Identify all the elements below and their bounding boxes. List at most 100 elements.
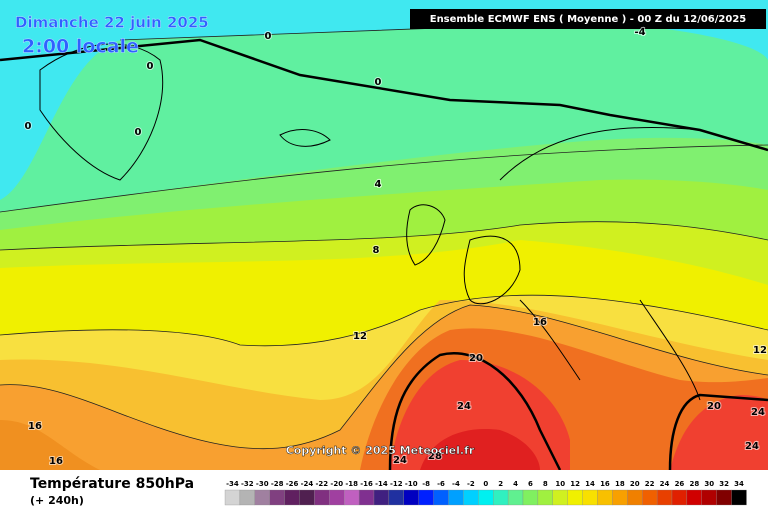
map-band <box>0 420 100 470</box>
legend-label: 14 <box>585 480 595 488</box>
contour-label: 0 <box>265 31 272 42</box>
legend-swatch <box>507 489 524 506</box>
legend-label: -22 <box>316 480 329 488</box>
legend-swatch <box>403 489 419 506</box>
legend-swatch <box>388 489 404 506</box>
legend-label: -20 <box>330 480 343 488</box>
contour-label: 0 <box>147 61 154 72</box>
legend-label: 34 <box>734 480 744 488</box>
legend-swatch <box>582 489 598 506</box>
legend-swatch <box>284 489 300 506</box>
legend-label: 30 <box>704 480 714 488</box>
legend-swatch <box>731 489 747 506</box>
coastline <box>39 43 768 401</box>
legend-swatch <box>567 489 583 506</box>
legend-swatch <box>463 489 479 506</box>
legend-swatch <box>493 489 509 506</box>
legend-label: 0 <box>483 480 488 488</box>
contour-label: 8 <box>373 245 380 256</box>
map-band <box>420 429 540 470</box>
legend-swatch <box>627 489 643 506</box>
legend-swatch <box>358 489 375 506</box>
legend-swatch <box>522 489 539 506</box>
legend-swatch <box>716 489 732 506</box>
legend-label: 6 <box>528 480 533 488</box>
contour-label: 24 <box>393 455 407 466</box>
legend-swatch <box>552 489 568 506</box>
legend-label: 16 <box>600 480 610 488</box>
legend-label: -34 <box>226 480 239 488</box>
contour-label: 16 <box>28 421 42 432</box>
contour-label: 20 <box>707 401 721 412</box>
contour-label: 16 <box>533 317 547 328</box>
legend-label: -10 <box>405 480 418 488</box>
legend: -34 -32 -30 -28 -26 -24 -22 -20 -18 -16 -14 -12 -10-… <box>224 480 747 506</box>
legend-label: -26 <box>286 480 299 488</box>
legend-label: 32 <box>719 480 729 488</box>
contour-label: 24 <box>745 441 759 452</box>
legend-swatch <box>254 489 270 506</box>
contour-label: 24 <box>751 407 765 418</box>
contour-label: 12 <box>353 331 367 342</box>
legend-label: 10 <box>555 480 565 488</box>
legend-label: 22 <box>645 480 655 488</box>
legend-swatch <box>686 489 702 506</box>
legend-label: -8 <box>422 480 430 488</box>
legend-label: -4 <box>452 480 460 488</box>
forecast-date: Dimanche 22 juin 2025 <box>15 14 209 32</box>
legend-swatch <box>656 489 673 506</box>
footer-lead: (+ 240h) <box>30 494 84 507</box>
contour-label: 20 <box>469 353 483 364</box>
footer-title: Température 850hPa <box>30 476 194 492</box>
legend-swatch <box>329 489 345 506</box>
contour-label: 12 <box>753 345 767 356</box>
contour-label: 0 <box>25 121 32 132</box>
legend-swatch <box>448 489 464 506</box>
contour-label: 28 <box>428 451 442 462</box>
legend-label: 4 <box>513 480 518 488</box>
legend-swatch <box>344 489 360 506</box>
legend-swatch <box>642 489 658 506</box>
legend-label: -12 <box>390 480 403 488</box>
legend-label: -24 <box>301 480 314 488</box>
country-border <box>0 38 768 471</box>
legend-label: -28 <box>271 480 284 488</box>
legend-swatch <box>671 489 688 506</box>
forecast-time: 2:00 locale <box>22 36 139 58</box>
legend-swatch <box>269 489 285 506</box>
contour-labels: 0 0 0 0 0 -4 4 8 12 16 12 20 24 20 24 24 16 16 24 28 <box>24 26 768 468</box>
legend-swatch <box>701 489 717 506</box>
contour-label: 24 <box>457 401 471 412</box>
legend-label: 26 <box>675 480 685 488</box>
legend-swatch <box>612 489 628 506</box>
map-band <box>390 360 570 470</box>
legend-swatch <box>433 489 449 506</box>
map-band <box>670 395 768 470</box>
map: Ensemble ECMWF ENS ( Moyenne ) - 00 Z du… <box>0 0 768 471</box>
legend-label: -16 <box>360 480 373 488</box>
contour-line <box>0 21 768 450</box>
model-box <box>410 9 766 29</box>
contour-label: 4 <box>375 179 382 190</box>
legend-label: -30 <box>256 480 269 488</box>
legend-swatch <box>239 489 255 506</box>
legend-label: -18 <box>345 480 358 488</box>
legend-swatch <box>224 489 241 506</box>
contour-label: 0 <box>135 127 142 138</box>
legend-label: 8 <box>543 480 548 488</box>
legend-label: 20 <box>630 480 640 488</box>
legend-label: 2 <box>498 480 503 488</box>
legend-swatch <box>373 489 390 506</box>
legend-label: 18 <box>615 480 625 488</box>
contour-label: 16 <box>49 456 63 467</box>
legend-swatch <box>478 489 494 506</box>
legend-label: -2 <box>467 480 475 488</box>
copyright: Copyright © 2025 Meteociel.fr <box>286 444 475 457</box>
legend-swatch <box>299 489 315 506</box>
legend-label: -32 <box>241 480 254 488</box>
legend-label: 12 <box>570 480 580 488</box>
legend-label: 24 <box>660 480 670 488</box>
legend-label: 28 <box>689 480 699 488</box>
legend-swatch <box>418 489 434 506</box>
